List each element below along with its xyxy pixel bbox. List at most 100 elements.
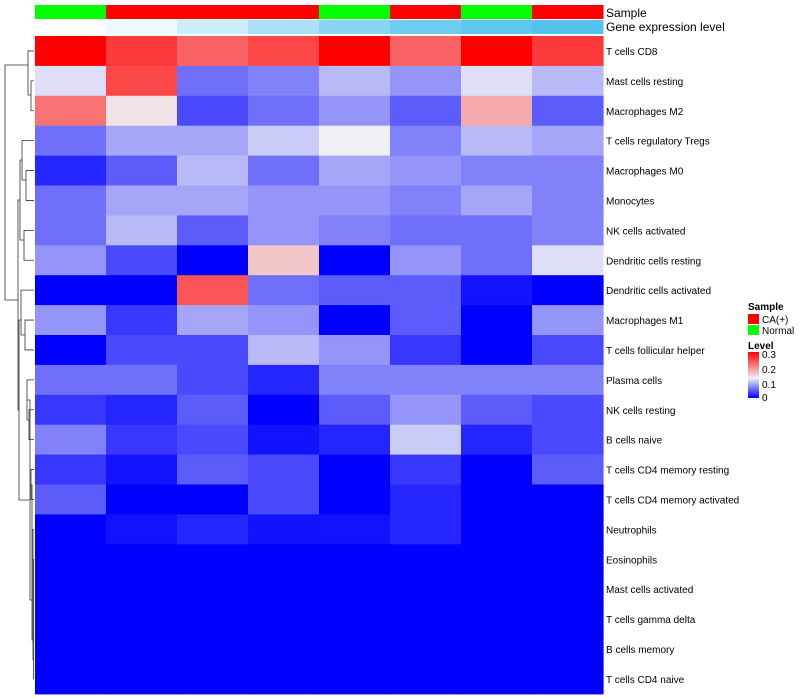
level-tick-1: 0.2 <box>762 365 776 376</box>
heatmap-cell-r7-c7 <box>532 245 604 276</box>
heatmap-cell-r12-c3 <box>248 394 320 426</box>
heatmap-cell-r4-c7 <box>532 155 604 187</box>
heatmap-cell-r2-c1 <box>106 95 178 127</box>
heatmap-cell-r1-c2 <box>177 65 249 97</box>
row-label-12: NK cells resting <box>606 406 675 417</box>
heatmap-cell-r14-c2 <box>177 454 249 486</box>
heatmap-cell-r10-c7 <box>532 335 604 366</box>
heatmap-cell-r6-c2 <box>177 215 249 246</box>
heatmap-cell-r9-c6 <box>461 305 533 336</box>
heatmap-cell-r16-c0 <box>35 514 107 545</box>
heatmap-cell-r7-c0 <box>35 245 107 276</box>
heatmap-cell-r3-c1 <box>106 125 178 157</box>
heatmap-cell-r15-c1 <box>106 484 178 515</box>
row-label-18: Mast cells activated <box>606 585 693 596</box>
heatmap-cell-r18-c4 <box>319 574 391 605</box>
heatmap-cell-r18-c0 <box>35 574 107 605</box>
heatmap-cell-r9-c7 <box>532 305 604 336</box>
heatmap-cell-r17-c3 <box>248 544 320 575</box>
heatmap-cell-r14-c4 <box>319 454 391 486</box>
heatmap-cell-r6-c6 <box>461 215 533 246</box>
heatmap-cell-r4-c5 <box>390 155 462 187</box>
heatmap-cell-r17-c1 <box>106 544 178 575</box>
heatmap-cell-r13-c5 <box>390 424 462 456</box>
gene-expression-cell-5 <box>390 20 462 34</box>
heatmap-cell-r4-c0 <box>35 155 107 187</box>
heatmap-cell-r18-c1 <box>106 574 178 605</box>
heatmap-cell-r20-c7 <box>532 634 604 665</box>
sample-cell-4 <box>319 5 391 19</box>
heatmap-cell-r7-c1 <box>106 245 178 276</box>
sample-legend: Sample CA(+) Normal <box>748 302 794 337</box>
heatmap-cell-r8-c5 <box>390 275 462 306</box>
row-label-3: T cells regulatory Tregs <box>606 137 710 148</box>
heatmap-cell-r12-c6 <box>461 394 533 426</box>
dendrogram-branch <box>30 80 34 112</box>
sample-cell-2 <box>177 5 249 19</box>
row-dendrogram <box>4 50 34 680</box>
heatmap-cell-r3-c3 <box>248 125 320 157</box>
gene-expression-cell-2 <box>177 20 249 34</box>
heatmap-cell-r11-c3 <box>248 364 320 396</box>
dendrogram-branch <box>27 50 34 96</box>
heatmap-cell-r1-c7 <box>532 65 604 97</box>
heatmap-cell-r10-c0 <box>35 335 107 366</box>
heatmap-cell-r20-c6 <box>461 634 533 665</box>
row-label-1: Mast cells resting <box>606 77 683 88</box>
heatmap-cell-r21-c7 <box>532 663 604 695</box>
heatmap-cell-r11-c2 <box>177 364 249 396</box>
dendrogram-branch <box>19 159 24 241</box>
heatmap-cell-r7-c2 <box>177 245 249 276</box>
heatmap-cell-r9-c0 <box>35 305 107 336</box>
heatmap-cell-r1-c3 <box>248 65 320 97</box>
heatmap-cell-r17-c7 <box>532 544 604 575</box>
heatmap-cell-r15-c6 <box>461 484 533 515</box>
heatmap-cell-r16-c1 <box>106 514 178 545</box>
row-label-10: T cells follicular helper <box>606 346 705 357</box>
dendrogram-branch <box>26 379 34 421</box>
heatmap-cell-r1-c4 <box>319 65 391 97</box>
heatmap-cell-r14-c3 <box>248 454 320 486</box>
heatmap-cell-r11-c4 <box>319 364 391 396</box>
gene-expression-annotation-label: Gene expression level <box>606 20 725 34</box>
heatmap-cell-r5-c0 <box>35 185 107 216</box>
heatmap-cell-r3-c0 <box>35 125 107 157</box>
heatmap-cell-r13-c2 <box>177 424 249 456</box>
row-label-6: NK cells activated <box>606 226 685 237</box>
heatmap-cell-r11-c5 <box>390 364 462 396</box>
heatmap-cell-r10-c3 <box>248 335 320 366</box>
heatmap-cell-r5-c1 <box>106 185 178 216</box>
heatmap-cell-r3-c6 <box>461 125 533 157</box>
heatmap-cell-r10-c4 <box>319 335 391 366</box>
dendrogram-branch <box>27 399 32 601</box>
heatmap-cell-r11-c6 <box>461 364 533 396</box>
heatmap-cell-r7-c4 <box>319 245 391 276</box>
heatmap-cell-r15-c4 <box>319 484 391 515</box>
heatmap-cell-r8-c2 <box>177 275 249 306</box>
heatmap-cell-r6-c4 <box>319 215 391 246</box>
heatmap-cell-r0-c1 <box>106 36 178 67</box>
row-label-21: T cells CD4 naive <box>606 675 685 686</box>
level-tick-3: 0 <box>762 393 768 404</box>
heatmap-cell-r17-c2 <box>177 544 249 575</box>
heatmap-cell-r20-c4 <box>319 634 391 665</box>
sample-cell-3 <box>248 5 320 19</box>
row-label-13: B cells naive <box>606 436 663 447</box>
heatmap-cell-r6-c0 <box>35 215 107 246</box>
row-label-8: Dendritic cells activated <box>606 286 711 297</box>
heatmap-cell-r0-c3 <box>248 36 320 67</box>
heatmap-cell-r16-c6 <box>461 514 533 545</box>
gene-expression-cell-7 <box>532 20 604 34</box>
heatmap-cell-r8-c6 <box>461 275 533 306</box>
row-label-2: Macrophages M2 <box>606 107 684 118</box>
heatmap-cell-r19-c5 <box>390 604 462 635</box>
heatmap-cell-r16-c3 <box>248 514 320 545</box>
heatmap-cell-r2-c6 <box>461 95 533 127</box>
heatmap-cell-r13-c1 <box>106 424 178 456</box>
heatmap-cell-r6-c5 <box>390 215 462 246</box>
heatmap-cell-r11-c1 <box>106 364 178 396</box>
heatmap-cell-r6-c7 <box>532 215 604 246</box>
heatmap-cell-r4-c2 <box>177 155 249 187</box>
